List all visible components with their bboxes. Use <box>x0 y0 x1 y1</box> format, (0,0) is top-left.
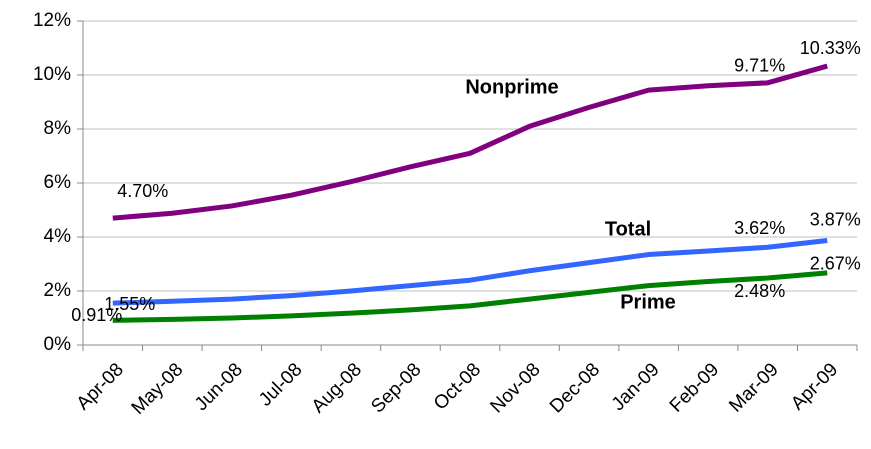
y-tick-label: 2% <box>44 280 72 301</box>
x-tick-label: Dec-08 <box>546 359 604 417</box>
y-tick-label: 6% <box>44 172 72 193</box>
x-tick-label: Mar-09 <box>725 359 782 416</box>
y-tick-label: 4% <box>44 226 72 247</box>
x-tick-label: Jun-08 <box>191 359 247 415</box>
value-label: 10.33% <box>800 38 861 58</box>
x-tick-label: Jul-08 <box>255 359 306 410</box>
value-label: 2.67% <box>810 254 861 274</box>
x-tick-label: Oct-08 <box>430 359 485 414</box>
value-label: 3.87% <box>810 209 861 229</box>
series-line <box>112 270 828 323</box>
value-label: 2.48% <box>734 281 785 301</box>
series-line <box>112 63 828 221</box>
x-tick-label: May-08 <box>128 359 188 419</box>
x-tick-label: Jan-09 <box>608 359 664 415</box>
x-tick-label: Feb-09 <box>666 359 723 416</box>
x-tick-label: Apr-09 <box>787 359 842 414</box>
series-name: Prime <box>620 291 676 313</box>
y-tick-label: 0% <box>44 334 72 355</box>
y-tick-label: 10% <box>33 64 71 85</box>
x-tick-label: Sep-08 <box>367 359 425 417</box>
series-name: Nonprime <box>465 76 558 98</box>
value-label: 1.55% <box>104 294 155 314</box>
value-label: 0.91% <box>71 305 122 325</box>
value-label: 4.70% <box>117 181 168 201</box>
x-tick-label: Apr-08 <box>73 359 128 414</box>
value-label: 3.62% <box>734 218 785 238</box>
series-name: Total <box>605 218 651 240</box>
series-line <box>112 238 828 306</box>
y-tick-label: 12% <box>33 10 71 31</box>
value-label: 9.71% <box>734 56 785 76</box>
y-tick-label: 8% <box>44 118 72 139</box>
x-tick-label: Aug-08 <box>308 359 366 417</box>
x-tick-label: Nov-08 <box>486 359 544 417</box>
